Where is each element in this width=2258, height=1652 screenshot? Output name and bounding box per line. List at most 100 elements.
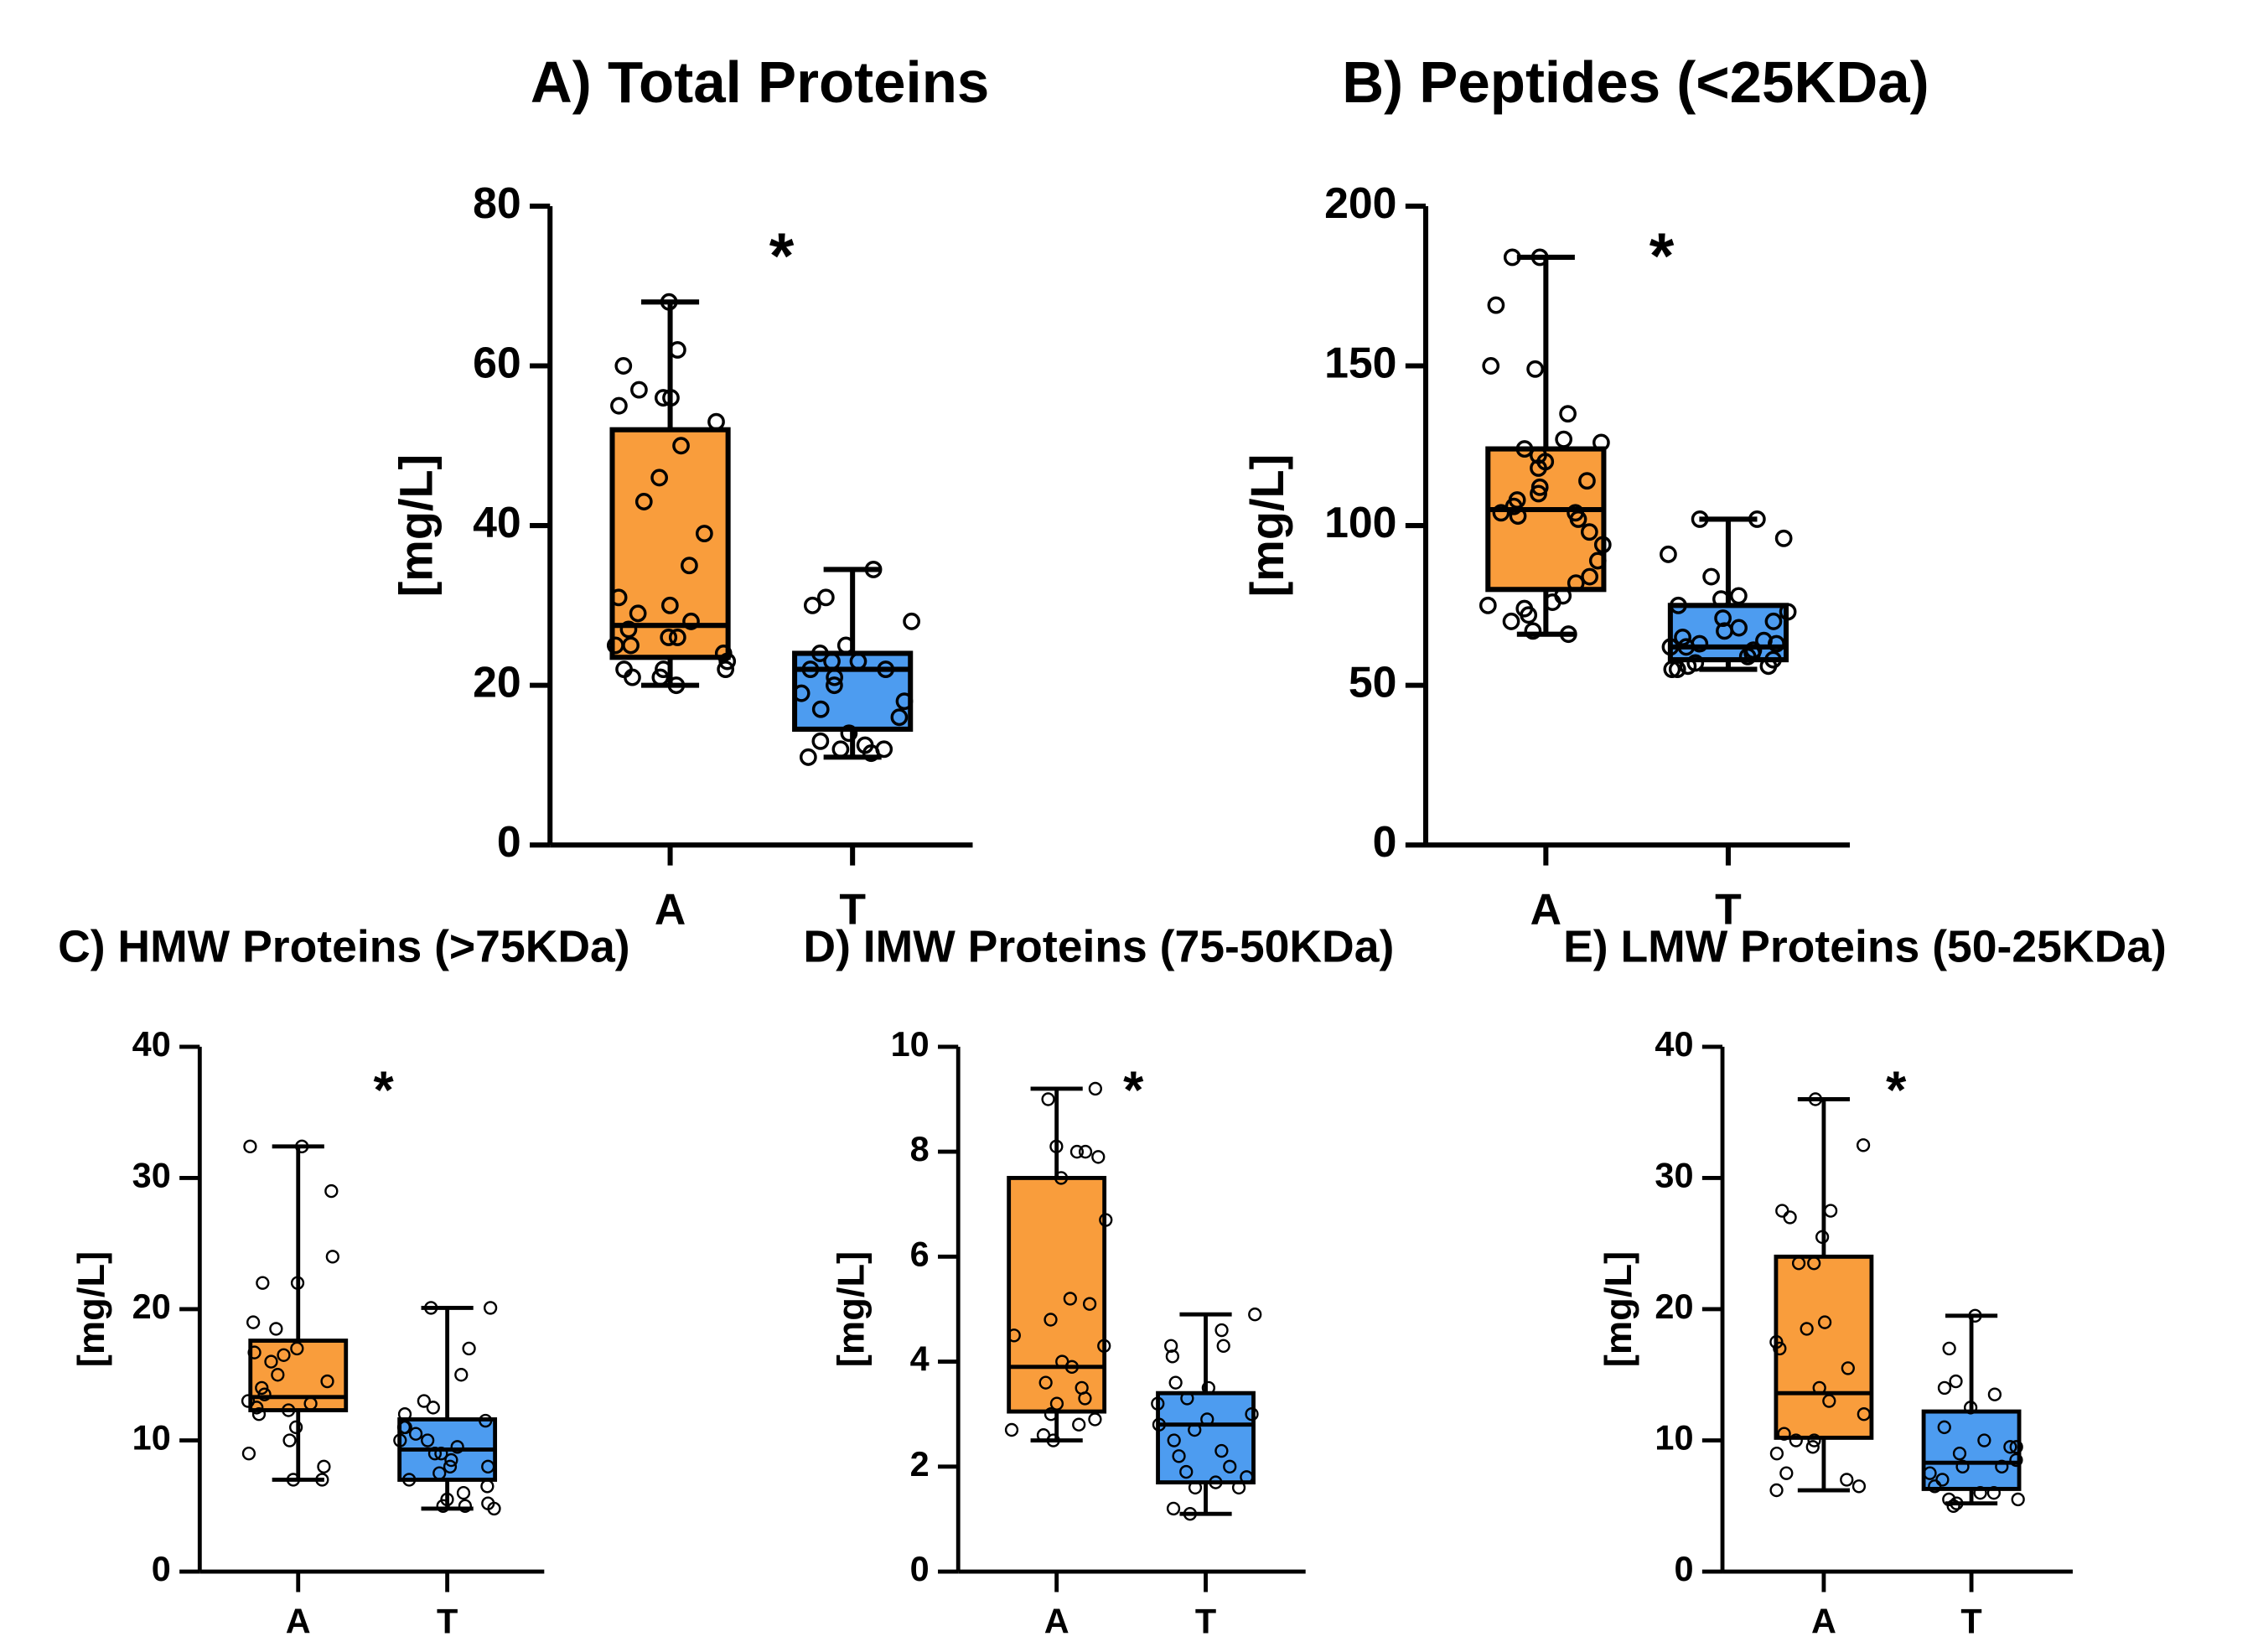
- significance-annotation: *: [374, 1061, 395, 1120]
- data-point: [1805, 1440, 1820, 1454]
- panel-b: B) Peptides (<25KDa) [mg/L] 0 50 100 150 200 A T…: [1241, 49, 1929, 935]
- data-point: [614, 357, 633, 375]
- data-point: [289, 1420, 303, 1435]
- data-point: [811, 732, 830, 750]
- data-point: [1240, 1470, 1254, 1484]
- data-point: [1492, 504, 1510, 522]
- data-point: [1977, 1433, 1991, 1447]
- data-point: [668, 628, 686, 646]
- data-point: [1078, 1391, 1092, 1406]
- data-point: [606, 636, 624, 655]
- data-point: [1151, 1396, 1165, 1411]
- box-T: [393, 1301, 501, 1516]
- data-point: [1702, 567, 1720, 586]
- data-point: [1172, 1449, 1186, 1463]
- y-tick-label: 0: [910, 1549, 930, 1588]
- data-point: [1851, 1479, 1867, 1494]
- data-point: [1768, 634, 1785, 653]
- data-point: [1091, 1150, 1106, 1164]
- data-point: [269, 1322, 283, 1336]
- data-point: [682, 612, 700, 630]
- data-point: [823, 652, 841, 671]
- data-point: [1165, 1349, 1179, 1364]
- data-point: [251, 1407, 267, 1422]
- data-point: [1559, 405, 1577, 423]
- data-point: [427, 1446, 443, 1461]
- data-point: [1509, 507, 1527, 526]
- data-point: [1581, 567, 1598, 586]
- x-tick-label: T: [839, 885, 866, 934]
- data-point: [1038, 1375, 1053, 1390]
- y-tick-label: 60: [473, 339, 521, 387]
- y-axis-label: [mg/L]: [1597, 1251, 1639, 1367]
- data-point: [1815, 1230, 1830, 1245]
- data-point: [1769, 1334, 1784, 1349]
- y-tick-label: 40: [1655, 1024, 1693, 1064]
- data-point: [255, 1380, 269, 1396]
- data-point: [803, 596, 821, 614]
- chart-title: C) HMW Proteins (>75KDa): [58, 921, 630, 971]
- data-point: [483, 1301, 498, 1315]
- y-tick-label: 30: [1655, 1155, 1693, 1194]
- data-point: [295, 1139, 309, 1154]
- x-tick-label: T: [1195, 1601, 1216, 1640]
- data-point: [610, 396, 628, 415]
- data-point: [1248, 1308, 1262, 1322]
- data-point: [877, 660, 895, 679]
- data-point: [1567, 574, 1585, 593]
- data-point: [1588, 552, 1607, 570]
- data-point: [480, 1479, 495, 1494]
- data-point: [1044, 1407, 1059, 1422]
- data-point: [826, 668, 844, 686]
- data-point: [286, 1473, 301, 1487]
- data-point: [1759, 657, 1778, 676]
- panel-e: E) LMW Proteins (50-25KDa) [mg/L] 0 10 20 30 4…: [1563, 921, 2167, 1640]
- data-point: [1973, 1485, 1987, 1500]
- y-tick-label: 100: [1324, 499, 1396, 547]
- data-point: [1482, 357, 1500, 375]
- data-point: [1995, 1459, 2009, 1474]
- chart-title: A) Total Proteins: [531, 49, 989, 115]
- data-point: [836, 636, 855, 655]
- data-point: [1167, 1433, 1181, 1447]
- data-point: [1964, 1401, 1978, 1415]
- y-tick-label: 4: [910, 1339, 930, 1378]
- data-point: [1072, 1417, 1086, 1432]
- data-point: [241, 1394, 256, 1408]
- data-point: [1841, 1361, 1855, 1375]
- panel-a: A) Total Proteins [mg/L] 0 20 40 60 80 A T *: [391, 49, 990, 935]
- y-axis-label: [mg/L]: [830, 1251, 873, 1367]
- data-point: [271, 1368, 285, 1382]
- y-tick-label: 50: [1349, 658, 1397, 707]
- data-point: [1097, 1339, 1111, 1354]
- data-point: [443, 1459, 458, 1474]
- data-point: [1738, 647, 1757, 665]
- data-point: [1807, 1433, 1821, 1447]
- significance-annotation: *: [1649, 220, 1675, 292]
- data-point: [1730, 587, 1748, 605]
- data-point: [1987, 1387, 2002, 1401]
- data-point: [1668, 660, 1686, 679]
- data-point: [426, 1401, 440, 1415]
- data-point: [396, 1420, 412, 1435]
- data-point: [1152, 1417, 1167, 1432]
- data-point: [1775, 1204, 1789, 1218]
- data-point: [1524, 622, 1542, 640]
- y-tick-label: 2: [910, 1444, 930, 1484]
- data-point: [1716, 622, 1733, 640]
- x-tick-label: T: [1715, 885, 1742, 934]
- data-point: [864, 560, 883, 578]
- data-point: [619, 620, 638, 639]
- data-point: [1216, 1339, 1230, 1354]
- data-point: [660, 293, 678, 311]
- data-point: [862, 744, 880, 763]
- data-point: [1923, 1466, 1937, 1480]
- data-point: [672, 437, 690, 455]
- data-point: [1064, 1359, 1079, 1375]
- data-point: [1214, 1443, 1229, 1458]
- data-point: [890, 708, 909, 727]
- data-point: [1168, 1375, 1183, 1390]
- data-point: [290, 1276, 305, 1290]
- data-point: [1663, 660, 1681, 679]
- data-point: [1937, 1420, 1951, 1435]
